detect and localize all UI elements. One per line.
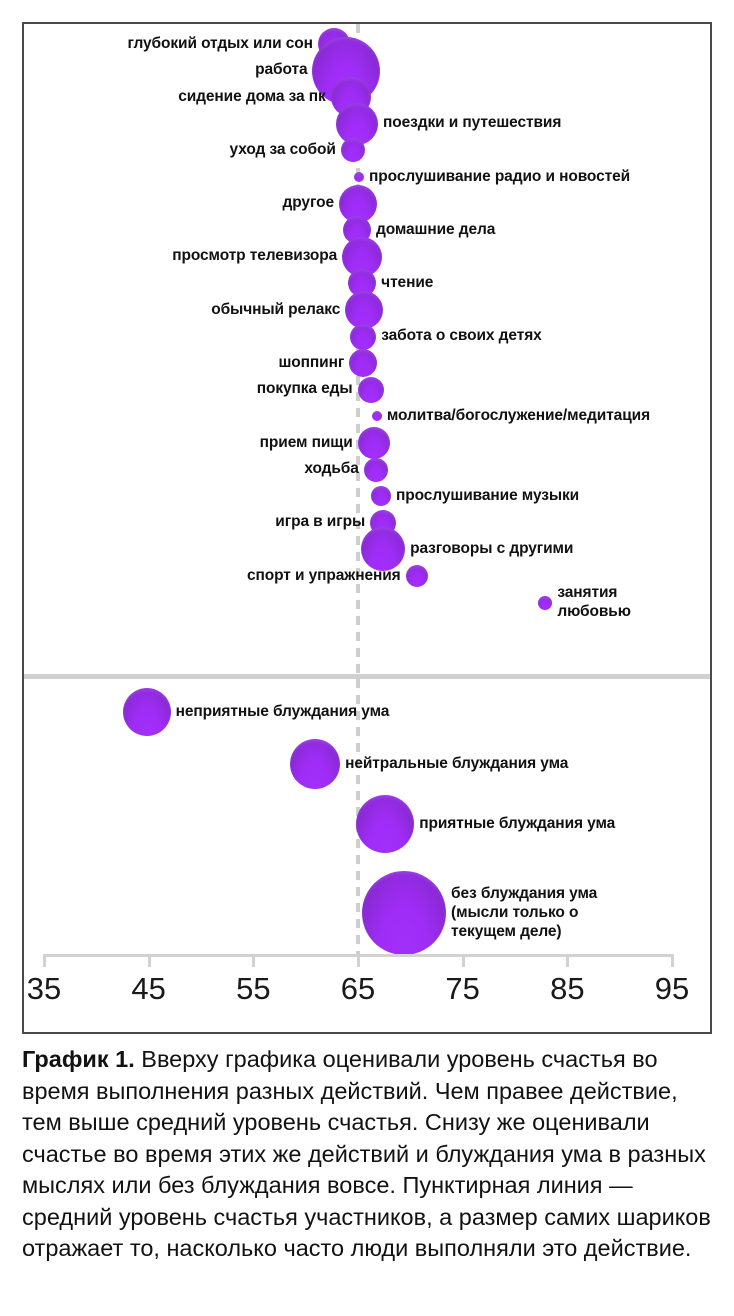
bubble-label: чтение	[381, 273, 433, 292]
bubble-marker	[406, 565, 428, 587]
bubble-label: неприятные блуждания ума	[176, 702, 390, 721]
bubble-label: приятные блуждания ума	[419, 814, 615, 833]
bubble-marker	[538, 596, 552, 610]
chart-page: глубокий отдых или сон работа сидение дома…	[0, 0, 734, 1316]
x-axis-tick	[566, 954, 569, 967]
bubble-label: разговоры с другими	[410, 539, 573, 558]
x-axis-tick-label: 35	[27, 971, 61, 1007]
panel-divider	[24, 674, 710, 679]
x-axis-tick	[148, 954, 151, 967]
bubble-label: ходьба	[304, 459, 358, 478]
bubble-marker	[349, 349, 377, 377]
caption-label: График 1.	[22, 1046, 135, 1072]
bubble-label: прослушивание музыки	[396, 486, 579, 505]
bubble-label: покупка еды	[257, 379, 353, 398]
caption-text: Вверху графика оценивали уровень счастья…	[22, 1046, 711, 1261]
bubble-label: обычный релакс	[211, 300, 340, 319]
x-axis-tick-label: 55	[236, 971, 270, 1007]
x-axis-tick	[671, 954, 674, 967]
x-axis-tick-label: 75	[445, 971, 479, 1007]
bubble-label: без блуждания ума (мысли только о текуще…	[451, 884, 597, 941]
x-axis-tick	[357, 954, 360, 967]
bubble-label: прослушивание радио и новостей	[369, 167, 630, 186]
bubble-label: забота о своих детях	[381, 326, 541, 345]
x-axis-tick	[43, 954, 46, 967]
bubble-label: другое	[283, 193, 334, 212]
bubble-marker	[341, 138, 365, 162]
bubble-marker	[354, 172, 364, 182]
bubble-marker	[356, 795, 414, 853]
bubble-marker	[350, 324, 376, 350]
bubble-marker	[123, 688, 171, 736]
x-axis-tick-label: 45	[131, 971, 165, 1007]
bubble-marker	[362, 871, 446, 955]
bubble-label: поездки и путешествия	[383, 113, 561, 132]
bubble-label: прием пищи	[260, 433, 353, 452]
x-axis-tick-label: 85	[550, 971, 584, 1007]
bubble-label: шоппинг	[278, 353, 344, 372]
bubble-marker	[364, 458, 388, 482]
bubble-label: нейтральные блуждания ума	[345, 754, 568, 773]
bubble-marker	[372, 411, 382, 421]
bubble-label: сидение дома за пк	[178, 87, 325, 106]
figure-caption: График 1. Вверху графика оценивали урове…	[22, 1044, 716, 1265]
bubble-marker	[290, 739, 340, 789]
bubble-label: занятия любовью	[557, 583, 631, 621]
bubble-label: глубокий отдых или сон	[127, 34, 312, 53]
bubble-label: молитва/богослужение/медитация	[387, 406, 650, 425]
chart-plot-area: глубокий отдых или сон работа сидение дома…	[22, 22, 712, 1034]
x-axis-tick	[462, 954, 465, 967]
bubble-marker	[358, 427, 390, 459]
bubble-label: уход за собой	[230, 140, 336, 159]
bubble-label: игра в игры	[275, 512, 365, 531]
bubble-marker	[371, 486, 391, 506]
x-axis-tick-label: 65	[341, 971, 375, 1007]
bubble-marker	[358, 377, 384, 403]
bubble-label: спорт и упражнения	[247, 566, 401, 585]
bubble-label: работа	[255, 60, 307, 79]
bubble-label: домашние дела	[376, 220, 495, 239]
x-axis-tick	[252, 954, 255, 967]
x-axis-tick-label: 95	[655, 971, 689, 1007]
bubble-label: просмотр телевизора	[172, 246, 337, 265]
